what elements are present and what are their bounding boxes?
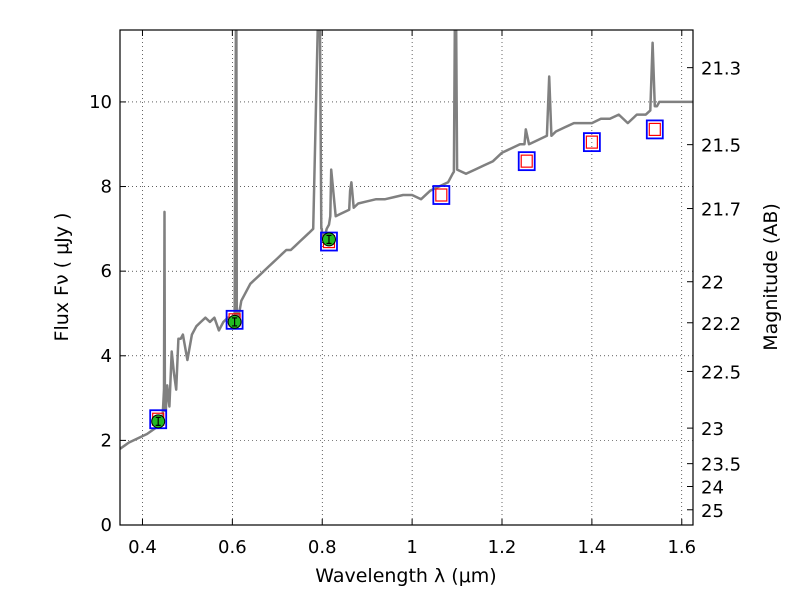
x-axis-label: Wavelength λ (μm) (315, 565, 496, 587)
y-tick-label: 10 (89, 92, 112, 113)
spectrum-line (120, 30, 693, 450)
right-tick-label: 23.5 (701, 455, 741, 476)
plot-frame (119, 29, 694, 526)
x-tick-label: 1 (406, 537, 417, 558)
right-tick-label: 22.5 (701, 362, 741, 383)
x-tick-label: 0.6 (218, 537, 247, 558)
y-tick-labels: 0 2 4 6 8 10 (89, 92, 112, 536)
right-tick-label: 24 (701, 478, 724, 499)
right-tick-label: 21.3 (701, 59, 741, 80)
grid-lines (120, 30, 693, 526)
right-tick-label: 22 (701, 273, 724, 294)
x-tick-label: 0.8 (308, 537, 337, 558)
y-axis-label: Flux Fν ( μJy ) (51, 213, 73, 342)
right-tick-label: 23 (701, 419, 724, 440)
model-box-outer (432, 185, 451, 205)
model-box-inner (435, 188, 448, 202)
right-axis-label: Magnitude (AB) (760, 203, 782, 351)
model-box-outer (517, 151, 536, 172)
model-box-inner (520, 154, 533, 168)
x-tick-label: 1.4 (578, 537, 607, 558)
y-tick-label: 4 (101, 346, 112, 367)
y-tick-label: 6 (101, 261, 112, 282)
x-tick-labels: 0.4 0.6 0.8 1 1.2 1.4 1.6 (128, 537, 696, 558)
right-tick-label: 21.7 (701, 200, 741, 221)
x-tick-label: 0.4 (128, 537, 157, 558)
y-tick-label: 8 (101, 177, 112, 198)
y-tick-label: 0 (101, 515, 112, 536)
ticks-layer (120, 30, 693, 526)
right-tick-label: 22.2 (701, 314, 741, 335)
x-tick-label: 1.2 (488, 537, 517, 558)
markers-layer (149, 119, 664, 430)
model-box-inner (648, 122, 661, 137)
x-tick-label: 1.6 (667, 537, 696, 558)
spectrum-layer (120, 30, 693, 450)
model-box-inner (585, 135, 598, 149)
model-box-outer (582, 132, 601, 153)
y-tick-label: 2 (101, 430, 112, 451)
model-box-outer (645, 119, 664, 140)
right-tick-label: 25 (701, 501, 724, 522)
right-tick-label: 21.5 (701, 136, 741, 157)
